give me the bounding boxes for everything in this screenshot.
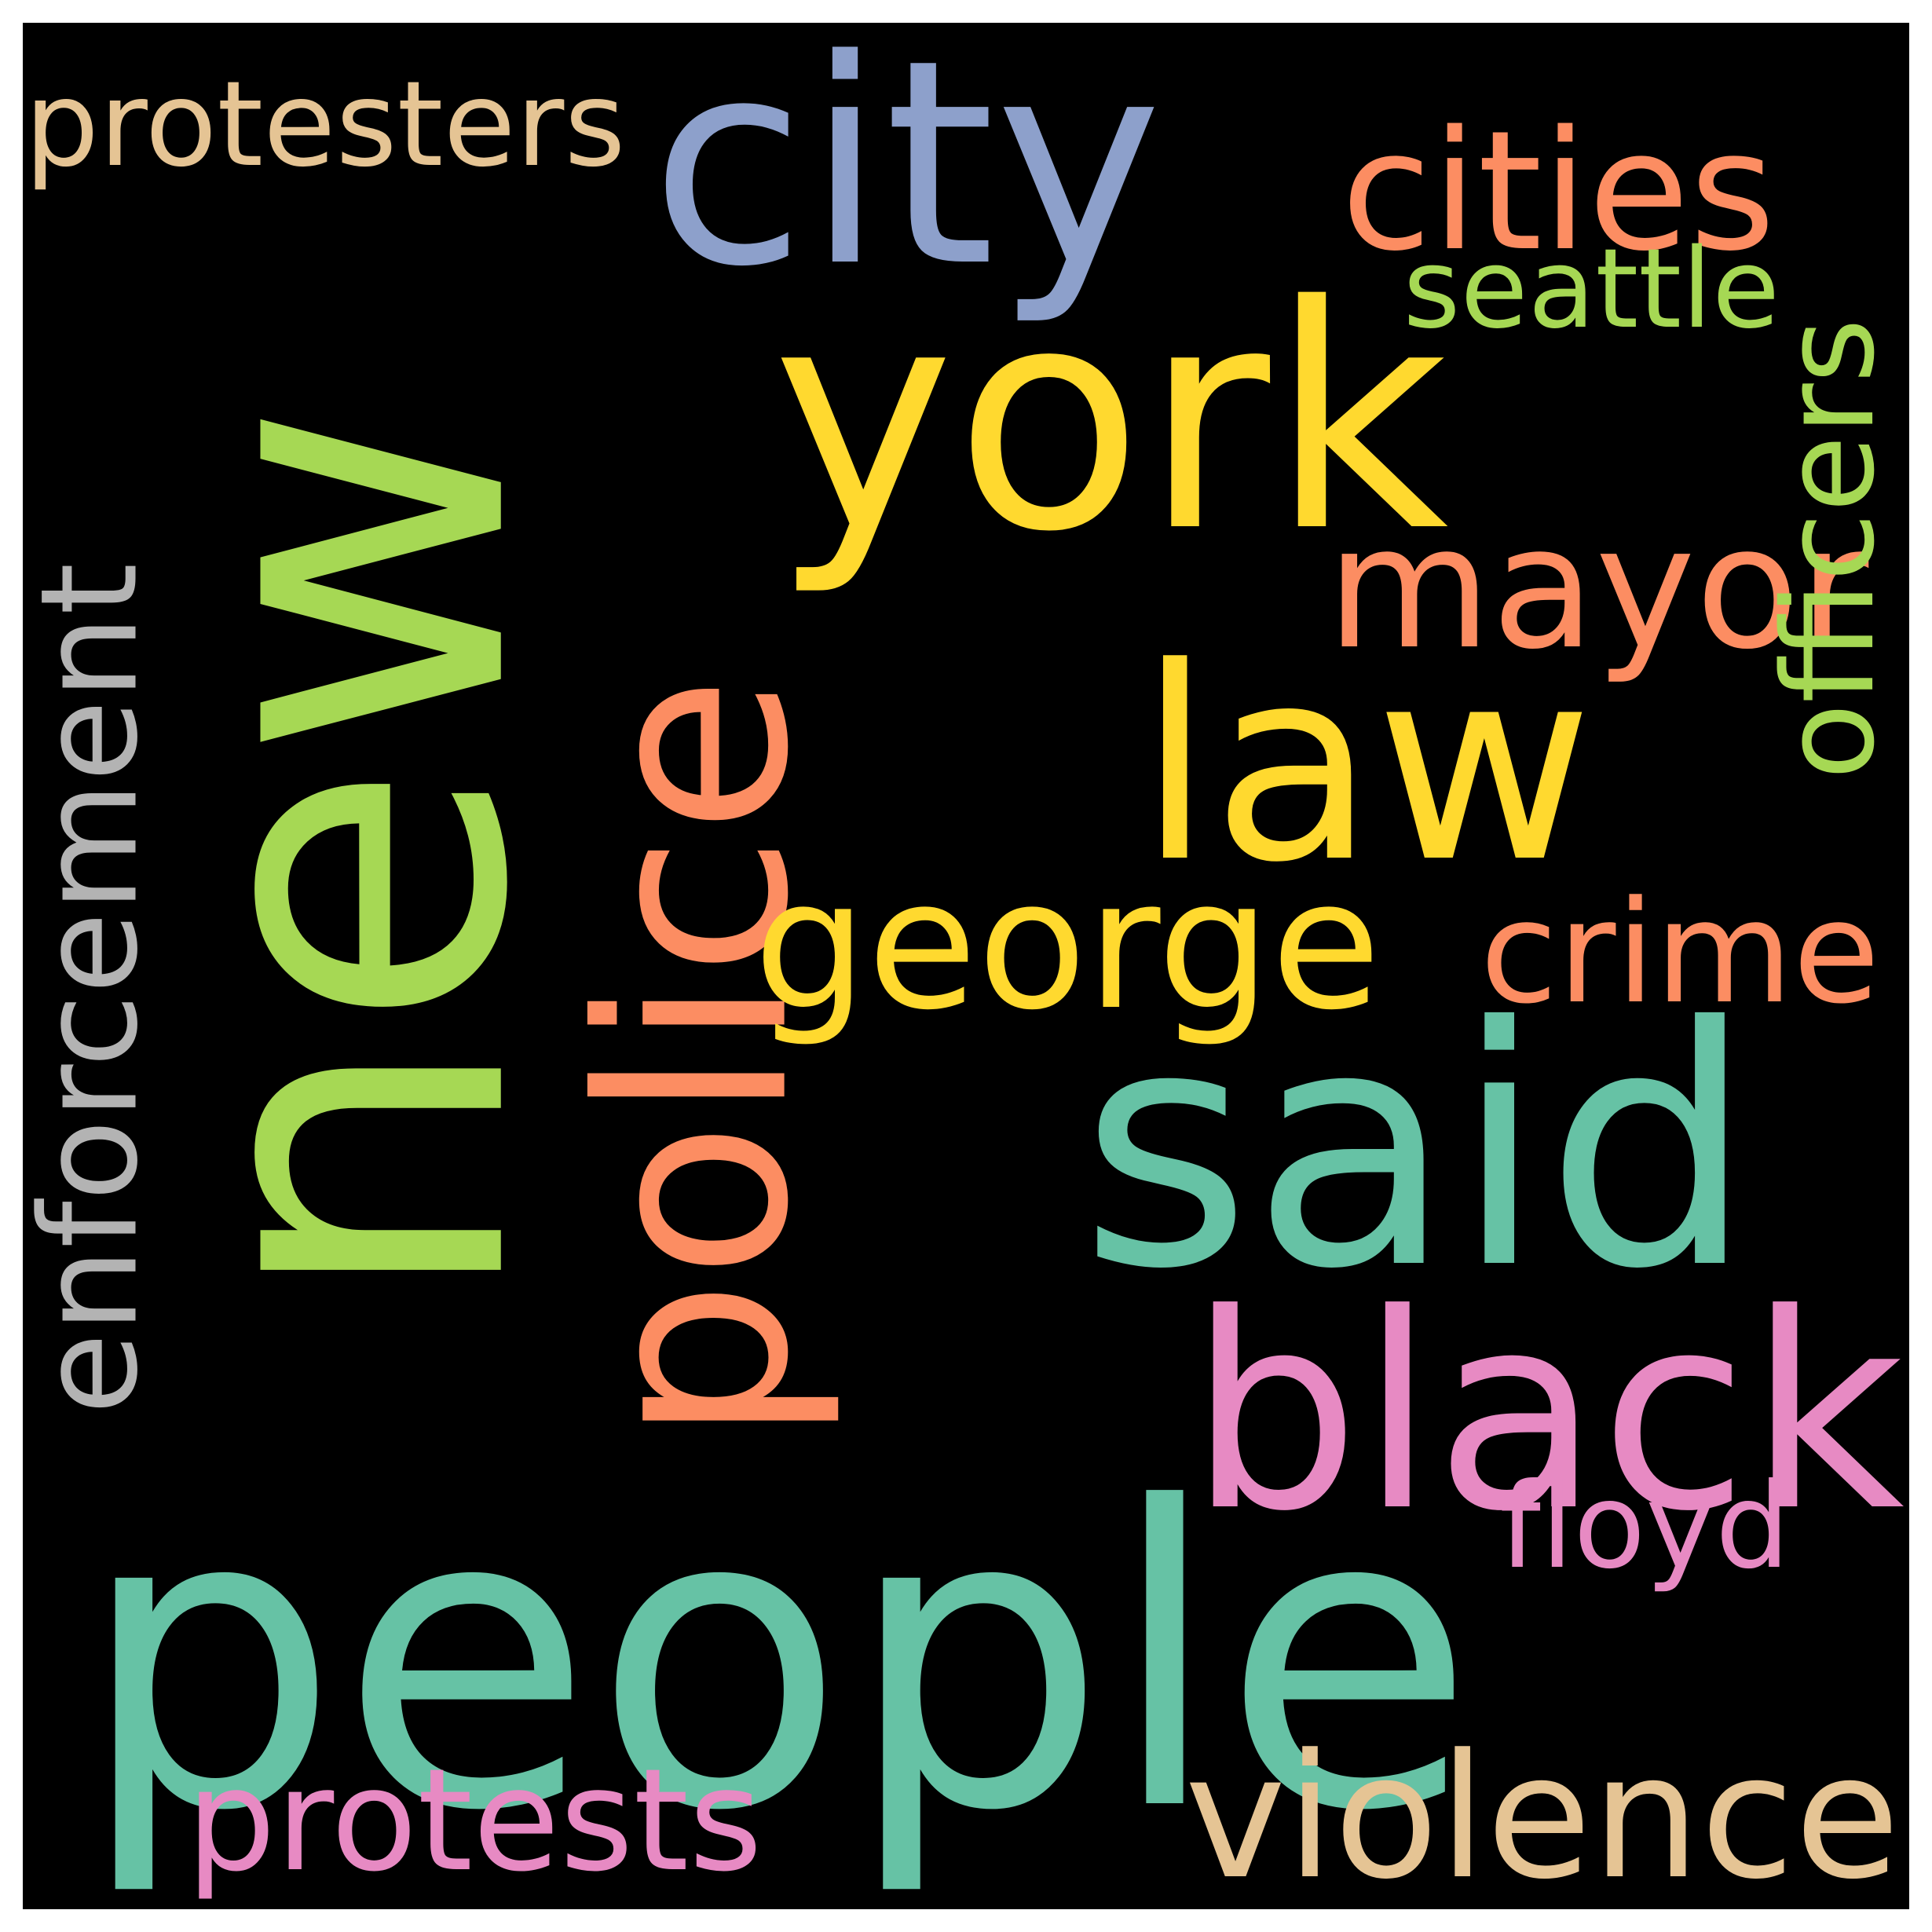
word-protesters: protesters <box>24 57 626 193</box>
word-police: police <box>543 675 846 1444</box>
word-york: york <box>772 239 1449 599</box>
word-people: people <box>78 1420 1476 1901</box>
word-seattle: seattle <box>1403 225 1780 353</box>
word-black: black <box>1188 1255 1905 1570</box>
word-city: city <box>650 23 1163 328</box>
word-george: george <box>753 840 1381 1049</box>
word-floyd: floyd <box>1499 1458 1791 1595</box>
word-law: law <box>1138 609 1594 920</box>
word-protests: protests <box>186 1739 763 1903</box>
word-enforcement: enforcement <box>23 562 167 1415</box>
word-officers: officers <box>1755 317 1903 781</box>
word-cities: cities <box>1341 95 1776 287</box>
word-cloud: new people york said law city police bla… <box>23 23 1909 1909</box>
word-crime: crime <box>1480 871 1880 1035</box>
word-new: new <box>93 401 606 1310</box>
word-mayor: mayor <box>1326 489 1869 686</box>
word-violence: violence <box>1184 1718 1901 1909</box>
word-said: said <box>1079 957 1755 1341</box>
